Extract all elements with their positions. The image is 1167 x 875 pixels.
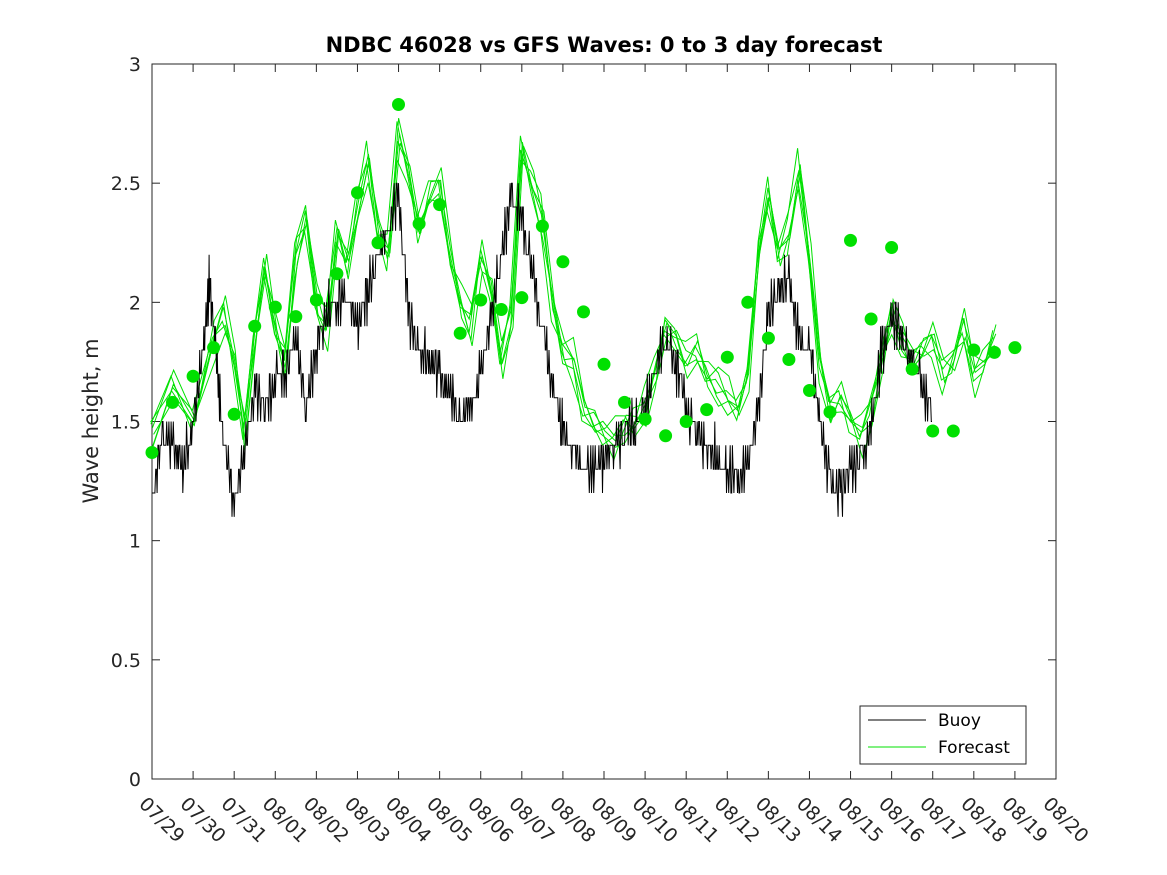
y-tick-label: 2 [129,292,141,314]
x-tick-label: 08/12 [710,793,764,847]
forecast-point [515,291,529,305]
x-tick-label: 07/31 [217,793,271,847]
x-tick-label: 08/16 [874,793,928,847]
forecast-point [946,424,960,438]
forecast-line [150,142,994,443]
forecast-line [151,121,997,460]
forecast-point [659,429,673,443]
x-tick-label: 07/30 [176,793,230,847]
buoy-line [152,182,932,517]
forecast-point [577,305,590,319]
forecast-point [371,236,385,250]
x-tick-label: 08/15 [833,793,887,847]
forecast-point [145,446,159,459]
forecast-point [227,407,241,421]
forecast-point [309,293,323,307]
forecast-point [618,395,631,409]
y-axis-label: Wave height, m [79,338,103,503]
forecast-point [823,405,837,419]
forecast-point [166,395,179,409]
forecast-point [289,310,303,324]
forecast-point [844,233,857,247]
legend-box [859,705,1027,765]
y-axis: 0 0.5 1 1.5 2 2.5 3 [111,54,1056,791]
x-tick-label: 08/14 [792,793,846,847]
legend-buoy-label: Buoy [938,711,981,731]
chart-title: NDBC 46028 vs GFS Waves: 0 to 3 day fore… [326,33,883,57]
x-tick-label: 08/09 [586,793,640,847]
y-tick-label: 3 [129,54,141,76]
forecast-point [905,362,919,376]
y-tick-label: 2.5 [111,173,141,195]
forecast-point [494,303,508,316]
x-tick-label: 08/02 [299,793,353,847]
x-tick-label: 08/06 [463,793,517,847]
legend: Buoy Forecast [859,705,1027,765]
forecast-point [453,326,467,340]
y-tick-label: 0 [129,769,141,791]
forecast-point [330,267,344,281]
x-tick-label: 08/03 [340,793,394,847]
series-layer [150,117,997,517]
forecast-point [351,186,364,200]
forecast-point [926,424,940,438]
x-tick-label: 08/19 [997,793,1051,847]
forecast-point [1008,341,1022,355]
forecast-point [967,343,981,357]
forecast-point [556,255,570,269]
forecast-point [392,98,405,111]
forecast-point [720,350,734,364]
forecast-point [186,369,200,383]
x-tick-label: 08/11 [669,793,723,847]
forecast-point [535,219,549,233]
forecast-point [782,353,796,366]
forecast-point [761,331,775,345]
x-tick-label: 08/17 [915,793,969,847]
x-tick-label: 08/07 [504,793,558,847]
forecast-point [885,241,899,254]
y-tick-label: 0.5 [111,650,141,672]
x-tick-label: 08/05 [422,793,476,847]
forecast-point [803,384,816,397]
forecast-point [638,412,652,426]
forecast-point [207,341,221,355]
forecast-point [597,357,611,371]
forecast-point [474,293,488,307]
forecast-point [268,300,282,314]
x-tick-label: 08/01 [258,793,312,847]
x-tick-label: 07/29 [134,793,188,847]
forecast-point [700,403,714,417]
forecast-point [248,319,262,333]
forecast-point [864,312,878,326]
forecast-point [412,217,426,231]
plot-area [151,63,1057,780]
x-tick-label: 08/18 [956,793,1010,847]
legend-forecast-label: Forecast [938,738,1010,758]
y-tick-label: 1 [129,531,141,553]
y-tick-label: 1.5 [111,412,141,434]
forecast-point [679,415,693,428]
forecast-point [987,345,1001,359]
x-tick-label: 08/20 [1038,793,1092,847]
x-tick-label: 08/10 [628,793,682,847]
forecast-points-layer [145,98,1022,459]
forecast-point [741,295,755,309]
x-tick-label: 08/13 [751,793,805,847]
forecast-point [433,198,447,212]
x-tick-label: 08/08 [545,793,599,847]
x-tick-label: 08/04 [381,793,435,847]
